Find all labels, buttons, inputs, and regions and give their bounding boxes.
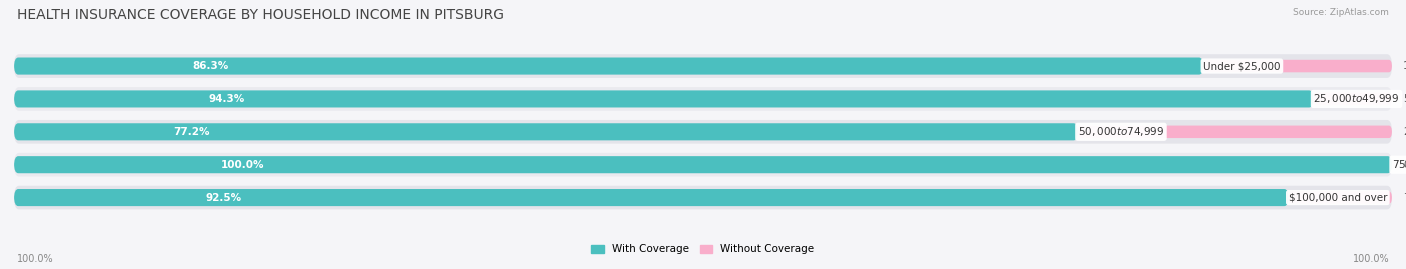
FancyBboxPatch shape xyxy=(14,156,1392,173)
Text: Under $25,000: Under $25,000 xyxy=(1204,61,1281,71)
FancyBboxPatch shape xyxy=(14,90,1313,108)
FancyBboxPatch shape xyxy=(14,186,1392,209)
Text: 7.5%: 7.5% xyxy=(1403,193,1406,203)
FancyBboxPatch shape xyxy=(1204,60,1392,72)
Text: 0.0%: 0.0% xyxy=(1403,160,1406,170)
Text: 100.0%: 100.0% xyxy=(17,254,53,264)
Text: 86.3%: 86.3% xyxy=(193,61,229,71)
Text: 92.5%: 92.5% xyxy=(205,193,242,203)
Text: $25,000 to $49,999: $25,000 to $49,999 xyxy=(1313,93,1400,105)
FancyBboxPatch shape xyxy=(1078,126,1392,138)
Legend: With Coverage, Without Coverage: With Coverage, Without Coverage xyxy=(592,245,814,254)
Text: 22.8%: 22.8% xyxy=(1403,127,1406,137)
Text: 100.0%: 100.0% xyxy=(1353,254,1389,264)
FancyBboxPatch shape xyxy=(1289,191,1392,204)
FancyBboxPatch shape xyxy=(14,120,1392,144)
Text: 13.7%: 13.7% xyxy=(1403,61,1406,71)
FancyBboxPatch shape xyxy=(1313,93,1392,105)
FancyBboxPatch shape xyxy=(14,54,1392,78)
FancyBboxPatch shape xyxy=(14,58,1204,75)
Text: Source: ZipAtlas.com: Source: ZipAtlas.com xyxy=(1294,8,1389,17)
FancyBboxPatch shape xyxy=(14,189,1289,206)
FancyBboxPatch shape xyxy=(14,87,1392,111)
Text: 100.0%: 100.0% xyxy=(221,160,264,170)
Text: $100,000 and over: $100,000 and over xyxy=(1289,193,1388,203)
Text: 94.3%: 94.3% xyxy=(209,94,245,104)
Text: $50,000 to $74,999: $50,000 to $74,999 xyxy=(1078,125,1164,138)
Text: 5.7%: 5.7% xyxy=(1403,94,1406,104)
FancyBboxPatch shape xyxy=(14,153,1392,176)
FancyBboxPatch shape xyxy=(14,123,1078,140)
Text: $75,000 to $99,999: $75,000 to $99,999 xyxy=(1392,158,1406,171)
Text: HEALTH INSURANCE COVERAGE BY HOUSEHOLD INCOME IN PITSBURG: HEALTH INSURANCE COVERAGE BY HOUSEHOLD I… xyxy=(17,8,503,22)
Text: 77.2%: 77.2% xyxy=(173,127,209,137)
